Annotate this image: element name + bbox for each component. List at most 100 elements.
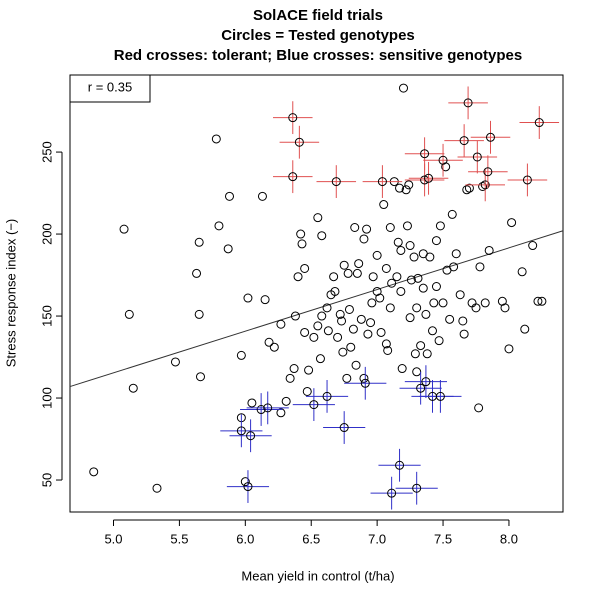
point [379, 200, 389, 210]
point [410, 349, 420, 359]
point [537, 296, 547, 306]
point [348, 324, 358, 334]
point [223, 244, 233, 254]
point [429, 298, 439, 308]
point [431, 236, 441, 246]
point [323, 326, 333, 336]
point [483, 167, 493, 177]
point [269, 342, 279, 352]
point [459, 136, 469, 146]
point [256, 405, 266, 415]
point [387, 488, 397, 498]
point [300, 327, 310, 337]
point [192, 268, 202, 278]
point [285, 373, 295, 383]
point [438, 298, 448, 308]
point [528, 241, 538, 251]
x-tick-label: 6.5 [302, 531, 320, 546]
point [405, 313, 415, 323]
point [89, 467, 99, 477]
point [441, 162, 451, 172]
point [385, 303, 395, 313]
point [260, 295, 270, 305]
point [243, 293, 253, 303]
point [383, 345, 393, 355]
point [342, 373, 352, 383]
point [339, 423, 349, 433]
x-tick-label: 7.0 [368, 531, 386, 546]
point [533, 296, 543, 306]
point [420, 149, 430, 159]
point [119, 224, 129, 234]
point [214, 221, 224, 231]
point [317, 311, 327, 321]
point [354, 259, 364, 269]
point [366, 318, 376, 328]
point [387, 278, 397, 288]
point [402, 221, 412, 231]
point [478, 182, 488, 192]
point [322, 391, 332, 401]
point [368, 272, 378, 282]
point [421, 309, 431, 319]
point [276, 319, 286, 329]
point [330, 286, 340, 296]
point [422, 349, 432, 359]
point [288, 172, 298, 182]
point [243, 482, 253, 492]
point [313, 321, 323, 331]
point [240, 477, 250, 487]
point [393, 237, 403, 247]
chart-subtitle: Red crosses: tolerant; Blue crosses: sen… [114, 47, 522, 64]
point [290, 311, 300, 321]
y-tick-label: 200 [39, 223, 54, 245]
point [416, 341, 426, 351]
point [350, 222, 360, 232]
point [264, 337, 274, 347]
x-axis-label: Mean yield in control (t/ha) [241, 568, 394, 583]
point [395, 183, 405, 193]
point [471, 303, 481, 313]
point [170, 357, 180, 367]
point [317, 231, 327, 241]
point [247, 398, 257, 408]
point [236, 426, 246, 436]
point [475, 262, 485, 272]
point [412, 303, 422, 313]
point [263, 403, 273, 413]
point [451, 249, 461, 259]
point [309, 332, 319, 342]
point [329, 272, 339, 282]
x-tick-label: 6.0 [236, 531, 254, 546]
point [435, 221, 445, 231]
point [333, 332, 343, 342]
point [313, 213, 323, 223]
point [392, 272, 402, 282]
x-tick-label: 5.0 [104, 531, 122, 546]
point [447, 209, 457, 219]
point [322, 303, 332, 313]
point [381, 263, 391, 273]
point [421, 377, 431, 387]
point [339, 260, 349, 270]
point [534, 118, 544, 128]
point [449, 262, 459, 272]
point [401, 185, 411, 195]
x-tick-label: 8.0 [500, 531, 518, 546]
point [413, 273, 423, 283]
point [294, 137, 304, 147]
point [297, 239, 307, 249]
point [338, 347, 348, 357]
chart-subtitle: Circles = Tested genotypes [221, 27, 415, 44]
point [463, 98, 473, 108]
y-tick-label: 150 [39, 305, 54, 327]
point [458, 316, 468, 326]
point [246, 431, 256, 441]
point [196, 372, 205, 382]
point [362, 224, 372, 234]
point [289, 364, 299, 374]
point [385, 222, 395, 232]
point [367, 298, 377, 308]
point [480, 298, 490, 308]
